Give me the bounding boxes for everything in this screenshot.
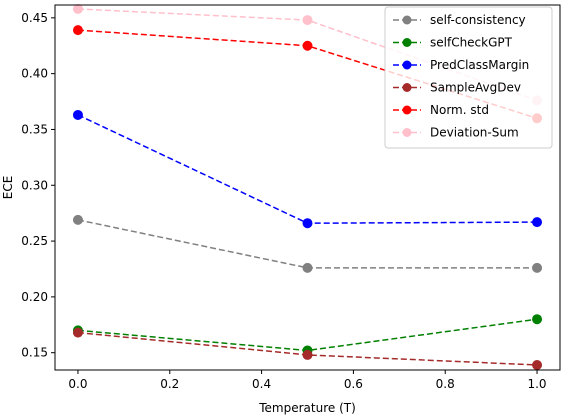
legend-label: self-consistency [430,13,526,27]
y-tick-label: 0.35 [21,122,48,136]
series-selfcheckgpt [72,314,543,356]
legend-label: selfCheckGPT [430,36,513,50]
data-point [72,109,83,120]
series-self-consistency [72,214,543,273]
legend-label: PredClassMargin [430,58,529,72]
legend-entry: PredClassMargin [393,58,529,72]
data-point [72,214,83,225]
y-tick-label: 0.25 [21,234,48,248]
legend-marker [402,15,412,25]
legend-marker [402,38,412,47]
legend-marker [402,105,412,115]
data-point [302,218,313,229]
data-point [302,262,313,273]
x-tick-label: 0.8 [436,377,455,391]
legend-entry: Deviation-Sum [393,126,519,140]
y-tick-label: 0.20 [21,290,48,304]
legend-box [384,6,553,149]
axes: 0.0 0.2 0.4 0.6 0.8 1.0 0.15 0.20 0.25 0.30 0.35 0.… [1,4,561,415]
data-point [302,15,313,26]
x-tick-label: 0.6 [344,377,363,391]
x-tick-label: 0.2 [160,377,179,391]
plot-frame [54,4,561,371]
legend-entry: selfCheckGPT [393,36,513,50]
data-point [72,3,83,14]
x-tick-label: 0.0 [68,377,87,391]
legend-entry: SampleAvgDev [393,81,521,95]
data-point [532,262,543,273]
x-tick-label: 0.4 [252,377,271,391]
legend-marker [402,60,412,70]
data-point [302,349,313,360]
legend-marker [402,83,412,92]
legend: self-consistency selfCheckGPT PredClassMar… [384,6,553,149]
legend-entry: Norm. std [393,103,489,117]
legend-label: Deviation-Sum [430,126,519,140]
data-point [72,25,83,36]
series-predclassmargin [72,109,543,229]
data-point [72,327,83,338]
data-point [532,359,543,370]
y-axis-label: ECE [1,176,15,200]
y-tick-label: 0.30 [21,178,48,192]
legend-marker [402,128,412,137]
x-axis-label: Temperature (T) [258,401,356,415]
y-tick-label: 0.40 [21,67,48,81]
data-point [302,40,313,51]
legend-label: Norm. std [430,103,489,117]
data-point [532,314,543,325]
data-point [532,217,543,228]
series-layer [72,3,543,370]
legend-label: SampleAvgDev [430,81,521,95]
y-tick-label: 0.45 [21,11,48,25]
series-sampleavgdev [72,327,543,370]
x-tick-label: 1.0 [527,377,546,391]
legend-entry: self-consistency [393,13,526,27]
y-tick-label: 0.15 [21,346,48,360]
